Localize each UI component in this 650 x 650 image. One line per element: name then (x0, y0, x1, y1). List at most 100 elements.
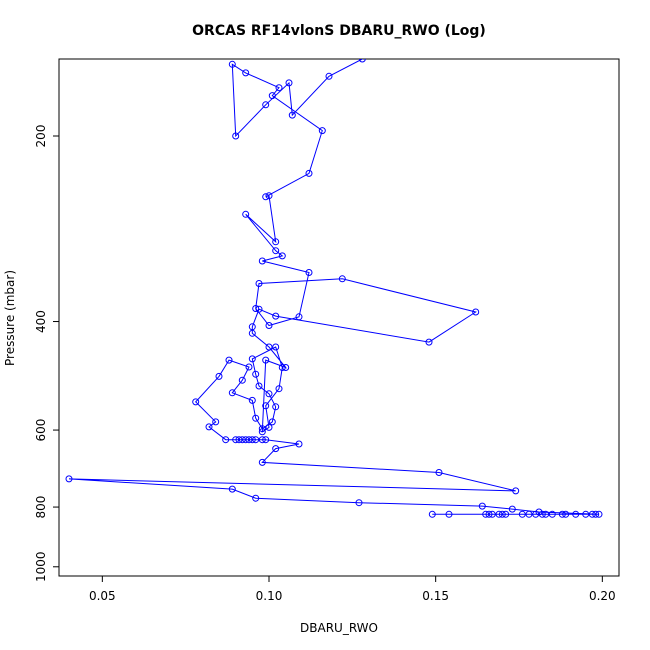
data-point (272, 343, 280, 351)
chart-title: ORCAS RF14vlonS DBARU_RWO (Log) (192, 23, 486, 39)
data-point (252, 370, 260, 378)
data-point (225, 356, 233, 364)
data-point (305, 169, 313, 177)
data-point (325, 72, 333, 80)
data-point (268, 92, 276, 100)
y-axis: 200 400 600 800 1000 (34, 125, 59, 583)
data-point (508, 505, 516, 513)
data-point (592, 510, 600, 518)
y-tick-label: 200 (34, 125, 48, 148)
data-point (562, 510, 570, 518)
data-point (252, 494, 260, 502)
data-point (228, 389, 236, 397)
data-point (242, 436, 250, 444)
data-point (262, 402, 270, 410)
data-point (265, 322, 273, 329)
y-tick-label: 600 (34, 419, 48, 442)
x-axis-label: DBARU_RWO (300, 621, 378, 635)
data-point (262, 101, 270, 109)
data-point (248, 323, 256, 331)
data-point (582, 510, 590, 518)
data-point (272, 403, 280, 411)
data-point (272, 312, 280, 320)
data-point (318, 127, 326, 135)
data-point (268, 418, 276, 426)
data-point (525, 510, 533, 518)
data-point (272, 238, 280, 246)
data-point (242, 210, 250, 218)
data-point (265, 343, 273, 351)
data-point (518, 510, 526, 518)
y-tick-label: 800 (34, 496, 48, 519)
data-point (595, 510, 603, 518)
data-point (535, 508, 543, 516)
data-point (478, 502, 486, 510)
data-point (428, 510, 436, 518)
data-point (192, 398, 200, 406)
data-point (232, 436, 240, 444)
data-point (258, 428, 266, 436)
data-point (275, 84, 283, 92)
data-point (215, 372, 223, 380)
data-point (435, 469, 443, 476)
x-tick-label: 0.15 (422, 589, 449, 603)
data-point (278, 364, 286, 371)
y-tick-label: 400 (34, 310, 48, 333)
data-point (248, 355, 256, 363)
data-point (248, 396, 256, 404)
data-point (482, 510, 490, 518)
data-point (295, 313, 303, 321)
data-point (258, 458, 266, 466)
series-line (68, 59, 600, 515)
data-point (262, 193, 270, 201)
data-point (255, 305, 263, 313)
data-point (512, 487, 520, 495)
data-point (245, 436, 253, 444)
data-point (588, 510, 596, 518)
data-point (305, 269, 313, 276)
data-point (248, 436, 256, 444)
data-point (232, 132, 240, 140)
y-tick-label: 1000 (34, 552, 48, 583)
data-point (252, 305, 260, 312)
data-point (376, 47, 382, 53)
data-point (572, 510, 580, 518)
data-point (472, 308, 480, 316)
data-point (265, 390, 273, 398)
data-point (255, 280, 263, 287)
data-point (258, 425, 266, 433)
data-point (222, 436, 230, 444)
data-point (285, 79, 293, 87)
y-axis-label: Pressure (mbar) (3, 270, 17, 366)
data-point (212, 418, 220, 426)
data-point (272, 445, 280, 453)
data-point (558, 510, 566, 518)
data-point (288, 111, 296, 119)
data-point (265, 423, 273, 431)
data-point (275, 385, 283, 393)
data-point (355, 499, 363, 507)
data-point (238, 436, 246, 444)
data-point (262, 436, 270, 444)
data-point (262, 356, 270, 364)
data-point (542, 510, 550, 518)
data-point (252, 436, 260, 444)
data-point (485, 510, 493, 518)
data-point (235, 436, 243, 444)
data-point (65, 475, 73, 483)
data-point (498, 510, 506, 518)
data-point (265, 192, 273, 200)
data-point (255, 382, 263, 390)
data-point (445, 510, 453, 518)
data-point (338, 275, 346, 283)
data-point (228, 485, 236, 493)
data-point (282, 364, 290, 371)
x-tick-label: 0.05 (89, 589, 116, 603)
data-point (258, 436, 266, 444)
data-point (245, 363, 253, 371)
data-point (488, 510, 496, 518)
data-point (258, 257, 266, 265)
data-point (238, 376, 246, 384)
data-point (228, 60, 236, 68)
